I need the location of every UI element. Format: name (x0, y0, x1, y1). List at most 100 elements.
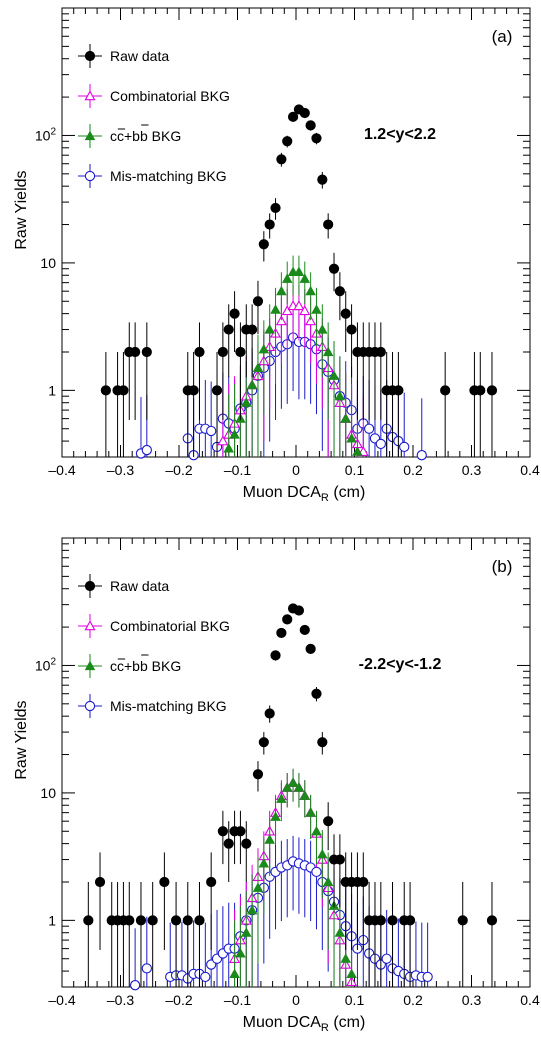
data-point (276, 285, 287, 296)
x-tick-label: 0.4 (520, 992, 540, 1008)
y-axis-label: Raw Yields (13, 170, 30, 249)
legend-entry: Raw data (78, 44, 169, 68)
data-point (287, 111, 299, 122)
data-point (346, 324, 357, 335)
data-point (287, 777, 299, 787)
data-point (264, 324, 275, 334)
x-tick-label: 0 (292, 462, 300, 478)
legend-label: Raw data (110, 578, 169, 594)
data-point (194, 346, 205, 358)
x-tick-label: 0.1 (345, 462, 365, 478)
legend-label: Raw data (110, 48, 169, 64)
legend-entry: cc+bb BKG (78, 654, 181, 678)
data-point (486, 385, 498, 396)
data-point (188, 385, 199, 396)
x-tick-label: 0.2 (403, 992, 423, 1008)
data-point (486, 915, 498, 926)
rapidity-range-annotation: 1.2<y<2.2 (364, 126, 436, 143)
x-tick-label: –0.4 (48, 462, 75, 478)
data-point (118, 385, 129, 396)
data-point (375, 915, 386, 926)
data-point (334, 854, 345, 865)
data-point (334, 286, 345, 297)
data-point (130, 346, 141, 358)
data-point (258, 343, 270, 354)
x-tick-label: –0.3 (107, 462, 134, 478)
data-point (252, 882, 264, 892)
data-point (229, 968, 240, 978)
x-tick-label: –0.4 (48, 992, 75, 1008)
legend-label: Mis-matching BKG (110, 698, 227, 714)
data-point (305, 643, 316, 654)
x-axis-label: Muon DCAR (cm) (243, 484, 366, 504)
data-point (317, 737, 328, 748)
data-point (275, 315, 287, 326)
data-point (241, 838, 252, 849)
data-point (440, 385, 451, 396)
data-point (317, 174, 328, 185)
data-point (147, 915, 158, 926)
data-point (311, 688, 322, 699)
data-point (328, 263, 340, 274)
data-point (217, 346, 228, 358)
data-point (475, 385, 486, 396)
data-point (235, 346, 246, 358)
data-point (258, 239, 269, 250)
y-tick-label: 10 (40, 255, 56, 271)
data-point (194, 915, 205, 926)
data-point (206, 425, 217, 437)
data-point (141, 963, 152, 974)
x-tick-label: 0.3 (462, 462, 482, 478)
y-axis-label: Raw Yields (13, 700, 30, 779)
data-point (305, 120, 316, 131)
data-point (247, 324, 258, 335)
data-point (258, 857, 270, 868)
legend-label: Combinatorial BKG (110, 88, 230, 104)
series-raw-data (83, 603, 498, 987)
legend: Raw data Combinatorial BKG cc+bb BKG Mis-ma… (78, 574, 230, 718)
data-point (346, 968, 357, 978)
data-point (223, 838, 234, 849)
series-cc-bb-bkg (223, 255, 363, 457)
data-point (235, 948, 246, 958)
data-point (299, 305, 311, 316)
legend-entry: Raw data (78, 574, 169, 598)
data-point (317, 324, 328, 334)
data-point (334, 927, 346, 937)
y-tick-label: 10 (40, 785, 56, 801)
data-point (264, 834, 275, 844)
data-point (200, 971, 211, 983)
data-point (206, 876, 217, 888)
data-point (282, 136, 293, 147)
data-point (387, 915, 398, 926)
data-point (240, 397, 252, 407)
data-point (299, 790, 311, 800)
x-tick-label: –0.1 (224, 992, 251, 1008)
data-point (305, 807, 316, 817)
data-point (305, 285, 316, 296)
legend-label: cc+bb BKG (110, 658, 181, 674)
data-point (270, 304, 281, 314)
data-point (217, 826, 228, 837)
x-tick-label: –0.2 (165, 462, 192, 478)
data-point (170, 915, 182, 926)
data-point (229, 429, 240, 439)
legend-label: Mis-matching BKG (110, 168, 227, 184)
legend-entry: Combinatorial BKG (78, 84, 230, 108)
x-tick-label: 0.3 (462, 992, 482, 1008)
data-point (340, 308, 351, 319)
data-point (211, 385, 223, 396)
data-point (352, 446, 363, 456)
data-point (381, 953, 392, 964)
data-point (94, 876, 106, 888)
data-point (281, 273, 293, 283)
data-point (322, 346, 334, 357)
rapidity-range-annotation: -2.2<y<-1.2 (359, 656, 442, 673)
data-point (264, 219, 275, 230)
legend-marker (84, 620, 96, 631)
data-point (223, 324, 234, 335)
legend-entry: Mis-matching BKG (78, 694, 227, 718)
data-point (323, 219, 334, 230)
